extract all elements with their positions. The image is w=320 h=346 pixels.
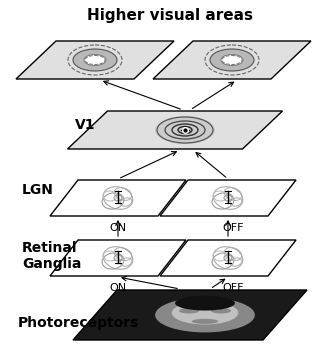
Ellipse shape	[172, 301, 238, 325]
Polygon shape	[153, 41, 311, 79]
Polygon shape	[16, 41, 174, 79]
Text: Higher visual areas: Higher visual areas	[87, 8, 253, 23]
Ellipse shape	[84, 55, 106, 65]
Polygon shape	[160, 240, 296, 276]
Ellipse shape	[192, 319, 218, 324]
Ellipse shape	[211, 308, 231, 313]
Text: ON: ON	[109, 283, 127, 293]
Polygon shape	[50, 180, 186, 216]
Text: Photoreceptors: Photoreceptors	[18, 316, 140, 330]
Polygon shape	[50, 240, 186, 276]
Text: ON: ON	[109, 223, 127, 233]
Text: Retinal
Ganglia: Retinal Ganglia	[22, 241, 81, 271]
Text: OFF: OFF	[222, 283, 244, 293]
Text: LGN: LGN	[22, 183, 54, 197]
Ellipse shape	[73, 49, 117, 71]
Polygon shape	[68, 111, 283, 149]
Ellipse shape	[175, 296, 235, 311]
Ellipse shape	[155, 298, 255, 333]
Ellipse shape	[179, 308, 199, 313]
Ellipse shape	[221, 55, 243, 65]
Ellipse shape	[210, 49, 254, 71]
Polygon shape	[160, 180, 296, 216]
Ellipse shape	[155, 116, 215, 144]
Polygon shape	[73, 290, 307, 340]
Text: V1: V1	[75, 118, 95, 132]
Text: OFF: OFF	[222, 223, 244, 233]
